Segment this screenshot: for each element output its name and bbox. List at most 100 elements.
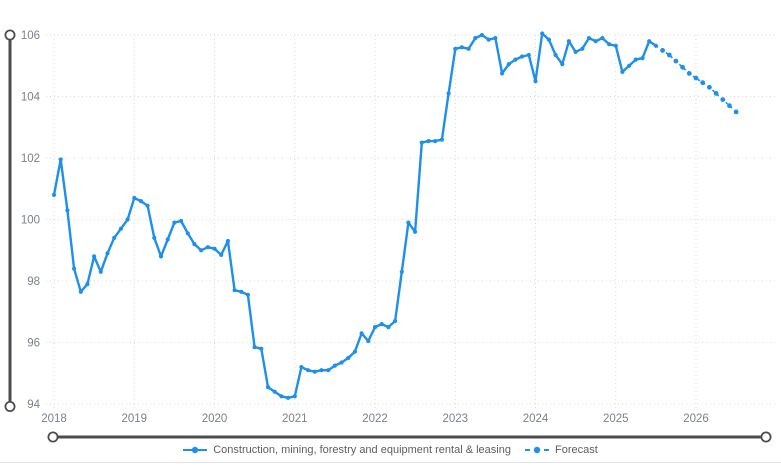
forecast-dash-dot-marker-icon — [524, 445, 549, 455]
data-point — [252, 345, 257, 350]
data-point — [399, 269, 404, 274]
data-point — [600, 36, 605, 41]
data-point — [620, 69, 625, 74]
y-axis-label: 100 — [21, 215, 40, 227]
data-point — [346, 355, 351, 360]
data-point — [132, 195, 137, 201]
forecast-point — [673, 58, 679, 64]
x-axis-label: 2020 — [202, 413, 228, 425]
forecast-point — [713, 91, 719, 96]
legend-item-forecast[interactable]: Forecast — [524, 444, 598, 456]
data-point — [506, 62, 511, 67]
data-point — [98, 269, 103, 274]
data-point — [379, 322, 384, 327]
data-point — [312, 369, 317, 374]
y-axis-label: 102 — [21, 153, 40, 165]
y-axis-label: 96 — [27, 338, 40, 350]
data-point — [520, 54, 525, 59]
data-point — [513, 57, 518, 62]
legend-forecast-label: Forecast — [554, 444, 598, 456]
chart-legend: Construction, mining, forestry and equip… — [0, 440, 781, 460]
data-point — [386, 325, 391, 330]
data-point — [118, 226, 123, 231]
y-axis-label: 94 — [27, 399, 40, 411]
data-point — [359, 331, 364, 336]
forecast-point — [693, 75, 699, 81]
data-point — [212, 246, 217, 251]
data-point — [433, 139, 438, 144]
data-point — [239, 289, 244, 294]
vertical-slider-top-handle[interactable] — [4, 29, 16, 41]
data-point — [439, 137, 444, 142]
data-point — [279, 394, 284, 399]
data-point — [640, 56, 645, 61]
y-axis-label: 106 — [21, 30, 40, 42]
x-axis-label: 2022 — [362, 413, 388, 425]
data-point — [453, 46, 458, 51]
data-point — [51, 192, 57, 197]
data-point — [540, 31, 545, 36]
x-axis-label: 2021 — [282, 413, 308, 425]
forecast-point — [720, 97, 726, 102]
horizontal-slider-left-handle[interactable] — [47, 431, 59, 443]
vertical-slider-bottom-handle[interactable] — [4, 400, 16, 412]
data-point — [526, 52, 531, 58]
legend-item-series[interactable]: Construction, mining, forestry and equip… — [183, 444, 511, 456]
data-point — [58, 157, 63, 162]
data-point — [286, 395, 291, 400]
data-point — [413, 229, 418, 234]
x-axis-label: 2026 — [683, 413, 709, 425]
data-point — [419, 140, 424, 145]
forecast-point — [727, 103, 732, 109]
data-point — [326, 368, 331, 373]
bottom-divider — [0, 462, 781, 463]
forecast-point — [660, 48, 665, 53]
data-point — [426, 139, 431, 144]
data-point — [259, 346, 264, 351]
data-point — [306, 368, 311, 373]
y-axis-label: 104 — [21, 92, 41, 104]
data-point — [158, 254, 164, 259]
data-point — [225, 238, 230, 244]
data-point — [473, 36, 478, 41]
data-point — [493, 36, 498, 41]
legend-series-label: Construction, mining, forestry and equip… — [213, 444, 511, 456]
data-point — [486, 37, 491, 42]
data-point — [185, 231, 190, 236]
data-point — [560, 62, 565, 67]
series-line-dot-marker-icon — [183, 445, 208, 455]
data-point — [125, 217, 130, 222]
data-point — [219, 252, 224, 257]
data-point — [332, 363, 337, 368]
data-point — [393, 318, 398, 324]
data-point — [406, 220, 411, 225]
series-line — [52, 32, 657, 399]
data-point — [232, 288, 237, 293]
data-point — [92, 254, 97, 259]
data-point — [292, 394, 297, 399]
data-point — [500, 71, 505, 76]
data-point — [265, 385, 271, 390]
forecast-point — [680, 64, 685, 70]
data-point — [165, 237, 170, 242]
data-point — [145, 203, 150, 208]
data-point — [299, 365, 304, 370]
data-point — [446, 91, 451, 96]
data-point — [65, 208, 70, 213]
data-point — [366, 338, 371, 344]
data-point — [172, 220, 177, 225]
data-point — [546, 37, 552, 42]
data-point — [627, 63, 632, 68]
forecast-point — [666, 52, 672, 58]
data-point — [112, 235, 117, 240]
data-point — [633, 57, 638, 62]
data-point — [152, 235, 157, 240]
data-point — [479, 32, 485, 38]
data-point — [533, 79, 538, 84]
data-point — [466, 46, 471, 51]
x-axis-label: 2024 — [523, 413, 549, 425]
data-point — [199, 248, 204, 253]
horizontal-slider-right-handle[interactable] — [760, 431, 772, 443]
